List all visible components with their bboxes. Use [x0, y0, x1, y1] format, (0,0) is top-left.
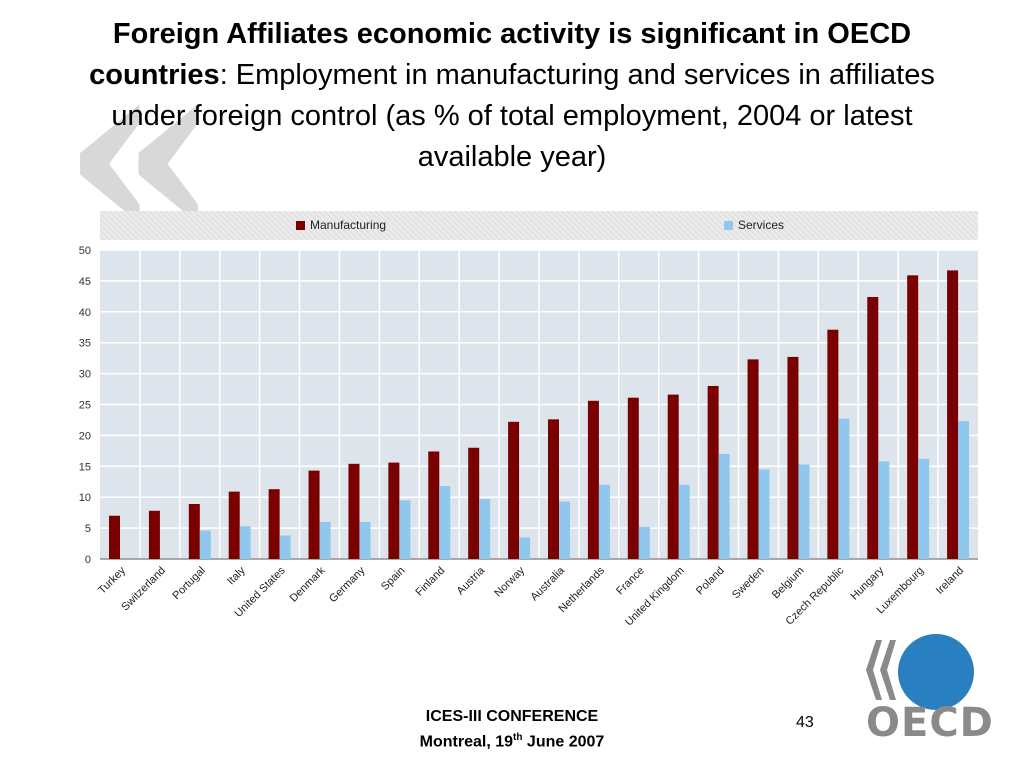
- page-number: 43: [796, 714, 814, 731]
- bar-manufacturing: [867, 296, 879, 559]
- x-tick-label: Turkey: [96, 564, 128, 596]
- bar-services: [479, 499, 491, 559]
- bar-manufacturing: [947, 270, 959, 559]
- y-tick-label: 30: [79, 369, 91, 381]
- bar-services: [199, 530, 211, 559]
- footer-date-pre: Montreal, 19: [419, 733, 514, 751]
- legend-label-services: Services: [738, 218, 785, 232]
- legend-swatch-services: [724, 220, 733, 230]
- y-tick-label: 25: [79, 400, 91, 412]
- bar-services: [638, 526, 650, 559]
- oecd-logo-icon: [866, 634, 974, 710]
- footer-date-post: June 2007: [522, 733, 605, 751]
- bar-services: [598, 484, 610, 559]
- bar-services: [519, 537, 531, 559]
- x-tick-label: France: [614, 565, 647, 598]
- x-tick-label: Finland: [413, 565, 447, 599]
- bar-manufacturing: [148, 510, 160, 559]
- bar-manufacturing: [787, 356, 799, 559]
- bar-manufacturing: [707, 385, 719, 559]
- bar-services: [918, 458, 930, 559]
- x-tick-label: Italy: [225, 564, 248, 587]
- bar-manufacturing: [348, 463, 360, 559]
- bar-services: [399, 500, 411, 559]
- bar-manufacturing: [388, 462, 400, 559]
- bar-manufacturing: [428, 451, 440, 559]
- bar-manufacturing: [188, 503, 200, 559]
- footer-conference: ICES-III CONFERENCE Montreal, 19th June …: [380, 706, 644, 752]
- bar-manufacturing: [468, 447, 480, 559]
- x-tick-label: Hungary: [848, 564, 886, 602]
- y-tick-label: 10: [79, 492, 91, 504]
- x-tick-label: Sweden: [730, 565, 767, 602]
- legend-item-manufacturing: Manufacturing: [296, 218, 386, 232]
- bar-services: [718, 453, 730, 559]
- bar-manufacturing: [508, 421, 520, 559]
- x-tick-label: Austria: [455, 564, 488, 597]
- y-tick-label: 40: [79, 307, 91, 319]
- x-tick-label: Australia: [528, 564, 567, 603]
- x-tick-label: Denmark: [288, 564, 328, 604]
- bar-services: [798, 464, 810, 559]
- bar-manufacturing: [548, 419, 559, 559]
- bar-services: [439, 486, 451, 559]
- y-tick-label: 15: [79, 461, 91, 473]
- x-tick-label: Belgium: [770, 565, 807, 602]
- x-tick-label: Spain: [379, 565, 407, 593]
- legend-item-services: Services: [724, 218, 784, 232]
- legend-swatch-manufacturing: [296, 220, 305, 230]
- y-tick-label: 45: [79, 276, 91, 288]
- bar-services: [758, 469, 770, 559]
- bar-manufacturing: [667, 394, 679, 559]
- y-tick-label: 20: [79, 430, 91, 442]
- bar-manufacturing: [747, 359, 759, 559]
- y-tick-label: 50: [79, 245, 91, 257]
- x-tick-label: Norway: [492, 564, 527, 599]
- footer-date-sup: th: [513, 732, 523, 743]
- x-tick-label: Portugal: [170, 565, 207, 602]
- x-tick-label: Poland: [694, 565, 727, 598]
- bar-manufacturing: [228, 491, 240, 559]
- bar-services: [678, 484, 690, 559]
- x-tick-label: Ireland: [934, 565, 966, 597]
- bar-services: [279, 535, 291, 559]
- bar-services: [878, 461, 890, 559]
- slide-title-rest: : Employment in manufacturing and servic…: [111, 59, 935, 173]
- bar-services: [319, 521, 331, 559]
- bar-manufacturing: [268, 489, 280, 559]
- y-tick-label: 5: [85, 523, 91, 535]
- y-tick-label: 0: [85, 554, 91, 566]
- oecd-logo-text: OECD: [866, 700, 994, 746]
- bar-services: [559, 501, 570, 559]
- legend-label-manufacturing: Manufacturing: [310, 218, 387, 232]
- chart-legend: Manufacturing Services: [100, 211, 978, 240]
- x-tick-label: Germany: [327, 564, 368, 605]
- bar-manufacturing: [627, 397, 639, 559]
- bar-services: [359, 521, 371, 559]
- bar-manufacturing: [308, 470, 320, 559]
- bar-manufacturing: [587, 400, 599, 559]
- bar-services: [239, 526, 251, 559]
- bar-manufacturing: [109, 515, 120, 559]
- y-tick-label: 35: [79, 338, 91, 350]
- bar-manufacturing: [827, 329, 839, 559]
- bar-manufacturing: [907, 275, 919, 559]
- footer-line-2: Montreal, 19th June 2007: [380, 727, 644, 752]
- bar-services: [838, 418, 850, 559]
- bar-services: [958, 421, 970, 559]
- slide-title-bold: Foreign Affiliates economic activity is …: [89, 18, 912, 91]
- slide-title: Foreign Affiliates economic activity is …: [62, 14, 962, 178]
- footer-line-1: ICES-III CONFERENCE: [425, 708, 599, 725]
